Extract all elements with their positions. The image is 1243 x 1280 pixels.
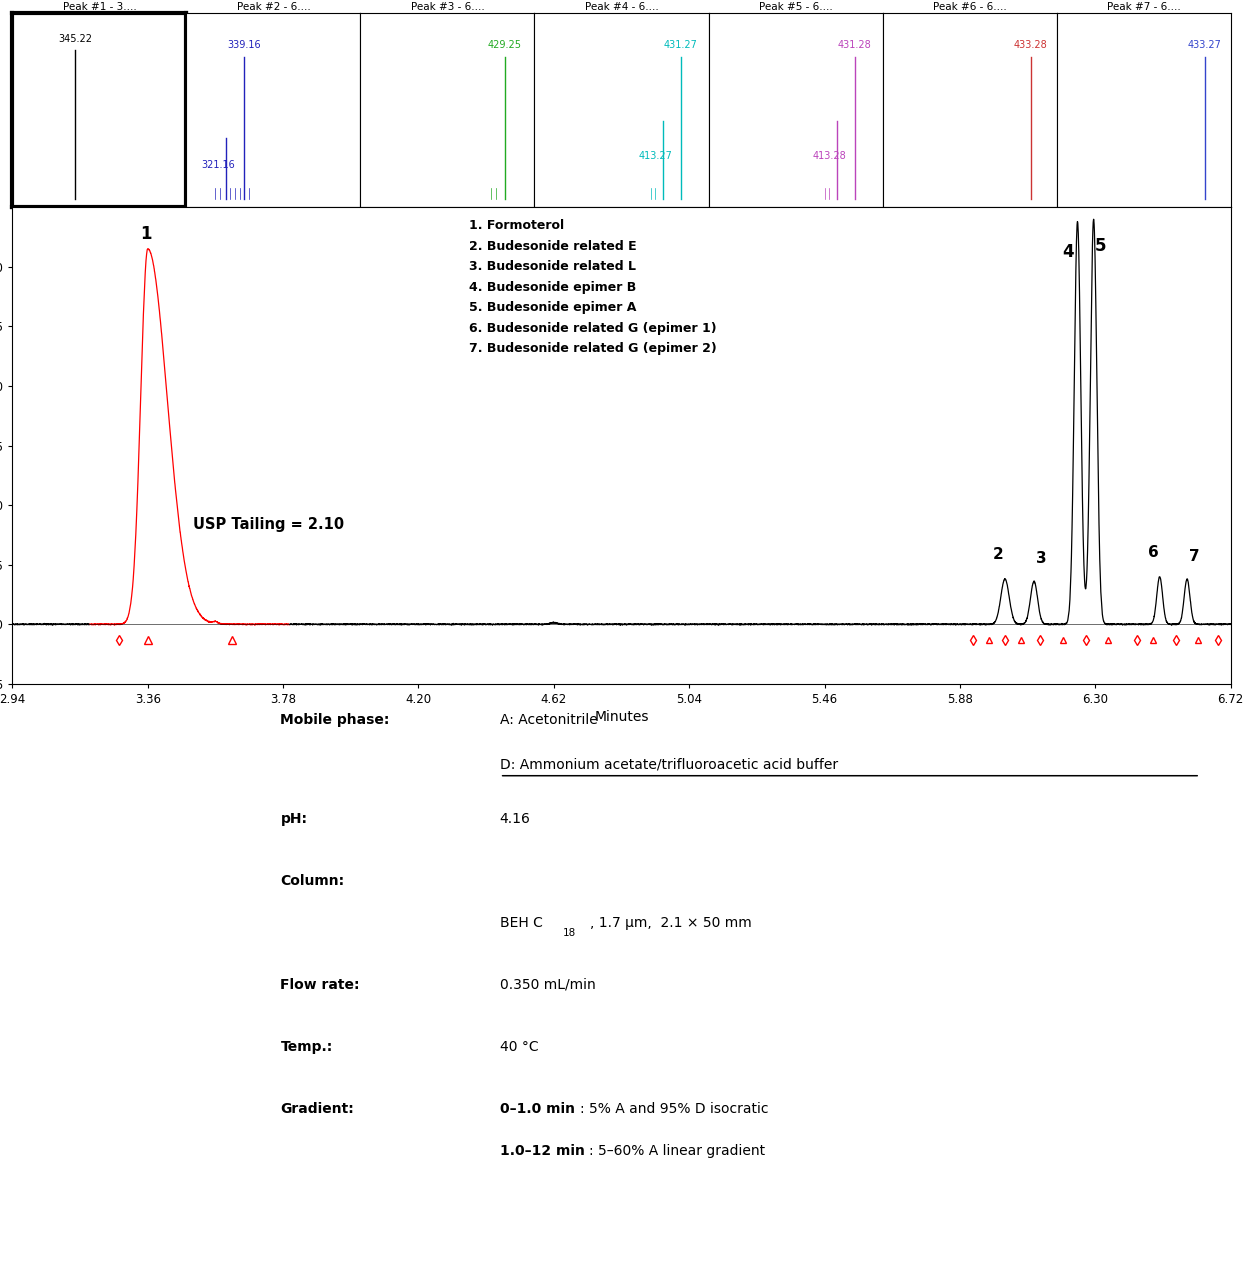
Text: 431.27: 431.27 — [664, 40, 697, 50]
Text: 429.25: 429.25 — [487, 40, 522, 50]
Text: 4.16: 4.16 — [500, 812, 531, 826]
Text: 431.28: 431.28 — [838, 40, 871, 50]
Title: Peak #3 - 6....: Peak #3 - 6.... — [410, 3, 485, 12]
Text: ​, 1.7 μm,  2.1 × 50 mm: ​, 1.7 μm, 2.1 × 50 mm — [590, 915, 752, 929]
Text: Flow rate:: Flow rate: — [281, 978, 360, 992]
Text: 1.0–12 min: 1.0–12 min — [500, 1144, 584, 1158]
Text: USP Tailing = 2.10: USP Tailing = 2.10 — [193, 517, 344, 532]
Text: pH:: pH: — [281, 812, 307, 826]
Text: D: Ammonium acetate/trifluoroacetic acid buffer: D: Ammonium acetate/trifluoroacetic acid… — [500, 756, 838, 771]
X-axis label: Apex: Apex — [1129, 209, 1158, 221]
Text: 0–1.0 min: 0–1.0 min — [500, 1102, 574, 1116]
Text: 413.27: 413.27 — [639, 151, 672, 161]
Text: 1: 1 — [140, 225, 152, 243]
Text: Temp.:: Temp.: — [281, 1039, 333, 1053]
Text: : 5–60% A linear gradient: : 5–60% A linear gradient — [589, 1144, 764, 1158]
Text: 3: 3 — [1035, 550, 1047, 566]
Text: 321.16: 321.16 — [201, 160, 235, 170]
Title: Peak #1 - 3....: Peak #1 - 3.... — [62, 3, 137, 12]
Text: 2: 2 — [993, 548, 1003, 562]
X-axis label: Apex: Apex — [955, 209, 984, 221]
X-axis label: Minutes: Minutes — [594, 710, 649, 724]
Title: Peak #2 - 6....: Peak #2 - 6.... — [236, 3, 311, 12]
Title: Peak #7 - 6....: Peak #7 - 6.... — [1106, 3, 1181, 12]
X-axis label: Apex: Apex — [781, 209, 810, 221]
X-axis label: Apex: Apex — [433, 209, 462, 221]
Text: 0.350 mL/min: 0.350 mL/min — [500, 978, 595, 992]
Text: 345.22: 345.22 — [58, 33, 92, 44]
Text: 6: 6 — [1149, 545, 1158, 559]
Text: 4: 4 — [1063, 243, 1074, 261]
Text: 40 °C: 40 °C — [500, 1039, 538, 1053]
Title: Peak #6 - 6....: Peak #6 - 6.... — [932, 3, 1007, 12]
Text: Gradient:: Gradient: — [281, 1102, 354, 1116]
Text: 7: 7 — [1188, 549, 1199, 563]
Text: 433.28: 433.28 — [1014, 40, 1048, 50]
Text: 5: 5 — [1095, 237, 1106, 255]
Text: 433.27: 433.27 — [1188, 40, 1222, 50]
Text: 1. Formoterol
2. Budesonide related E
3. Budesonide related L
4. Budesonide epim: 1. Formoterol 2. Budesonide related E 3.… — [469, 219, 717, 355]
Title: Peak #4 - 6....: Peak #4 - 6.... — [584, 3, 659, 12]
Text: Mobile phase:: Mobile phase: — [281, 713, 390, 727]
X-axis label: Apex: Apex — [85, 209, 114, 221]
Text: 339.16: 339.16 — [226, 40, 261, 50]
X-axis label: Apex: Apex — [607, 209, 636, 221]
Text: 18: 18 — [563, 928, 577, 938]
X-axis label: Apex: Apex — [259, 209, 288, 221]
Text: Column:: Column: — [281, 874, 344, 888]
Title: Peak #5 - 6....: Peak #5 - 6.... — [758, 3, 833, 12]
Text: A: Acetonitrile: A: Acetonitrile — [500, 713, 598, 727]
Text: BEH C: BEH C — [500, 915, 542, 929]
Text: 413.28: 413.28 — [813, 151, 846, 161]
Text: : 5% A and 95% D isocratic: : 5% A and 95% D isocratic — [579, 1102, 768, 1116]
